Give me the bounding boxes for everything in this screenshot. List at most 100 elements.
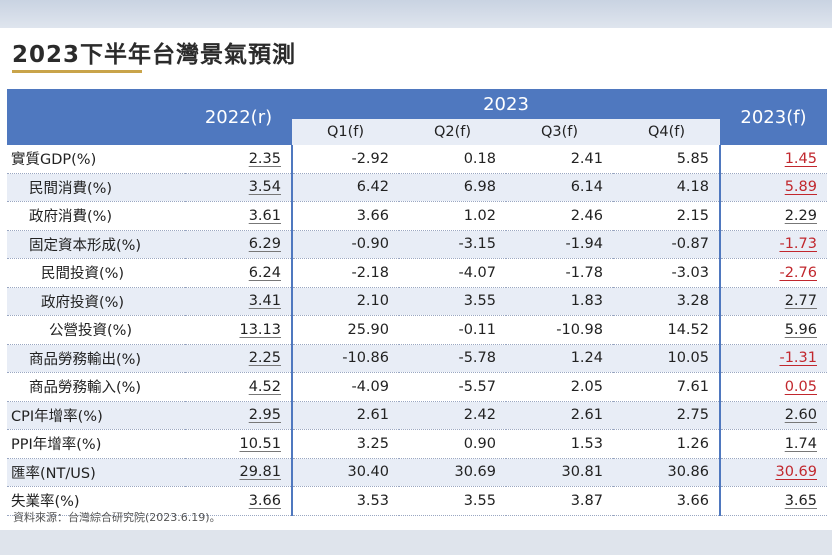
value-q2: -5.57 (399, 372, 506, 402)
value-q1-text: 3.25 (356, 435, 389, 452)
table-row: 匯率(NT/US) 29.81 30.40 30.69 30.81 30.86 30.69 (7, 458, 827, 487)
value-q4-text: 14.52 (667, 321, 709, 338)
value-2022-text: 4.52 (248, 378, 281, 395)
value-q1-text: 3.66 (356, 207, 389, 224)
value-q1: 3.25 (292, 429, 399, 459)
value-2022-text: 3.61 (248, 207, 281, 224)
header-2023: 2023 (292, 89, 720, 119)
value-2023-forecast: 5.96 (719, 315, 827, 345)
value-2023-forecast: 0.05 (719, 372, 827, 402)
value-q1-text: 30.40 (347, 464, 389, 481)
value-q2: -4.07 (399, 258, 506, 288)
value-q1-text: -2.92 (351, 150, 389, 167)
row-label: 政府投資(%) (7, 287, 185, 316)
value-q2: 1.02 (399, 201, 506, 231)
value-q3-text: -1.78 (565, 264, 603, 281)
value-q3-text: -10.98 (556, 321, 603, 338)
value-2022-text: 3.54 (248, 179, 281, 196)
value-q4-text: 1.26 (676, 435, 709, 452)
value-2022-text: 29.81 (239, 464, 281, 481)
table-row: 實質GDP(%) 2.35 -2.92 0.18 2.41 5.85 1.45 (7, 145, 827, 174)
value-2022-text: 2.35 (248, 150, 281, 167)
value-q3-text: 2.46 (570, 207, 603, 224)
value-q4: 30.86 (613, 458, 720, 487)
value-2023-forecast: 3.65 (719, 486, 827, 516)
table-row: CPI年增率(%) 2.95 2.61 2.42 2.61 2.75 2.60 (7, 401, 827, 430)
row-label-text: 商品勞務輸入(%) (29, 380, 142, 397)
value-2023-forecast-text: 30.69 (775, 464, 817, 481)
value-2023-forecast-text: 1.74 (784, 435, 817, 452)
row-label: CPI年增率(%) (7, 401, 185, 430)
value-q4: 3.28 (613, 287, 720, 316)
row-label: 失業率(%) (7, 486, 185, 516)
row-label-text: 民間投資(%) (41, 266, 125, 283)
value-q1-text: -2.18 (351, 264, 389, 281)
table-row: 政府消費(%) 3.61 3.66 1.02 2.46 2.15 2.29 (7, 201, 827, 231)
table-row: 公營投資(%) 13.13 25.90 -0.11 -10.98 14.52 5.96 (7, 315, 827, 345)
value-q2: -5.78 (399, 344, 506, 373)
title-underline (12, 70, 142, 73)
table-row: 固定資本形成(%) 6.29 -0.90 -3.15 -1.94 -0.87 -1.73 (7, 230, 827, 259)
value-q4: -3.03 (613, 258, 720, 288)
value-2022-text: 3.66 (248, 492, 281, 509)
value-q3: -1.78 (506, 258, 613, 288)
value-q3: 6.14 (506, 173, 613, 202)
table-row: 商品勞務輸入(%) 4.52 -4.09 -5.57 2.05 7.61 0.05 (7, 372, 827, 402)
value-2023-forecast: 2.29 (719, 201, 827, 231)
value-2023-forecast: 5.89 (719, 173, 827, 202)
header-q3: Q3(f) (506, 119, 613, 145)
row-label-text: 固定資本形成(%) (29, 237, 142, 254)
value-q4-text: 4.18 (676, 179, 709, 196)
table-row: 商品勞務輸出(%) 2.25 -10.86 -5.78 1.24 10.05 -1.31 (7, 344, 827, 373)
value-q2-text: 3.55 (463, 293, 496, 310)
value-2023-forecast: -1.73 (719, 230, 827, 259)
value-q3: -10.98 (506, 315, 613, 345)
value-q3-text: -1.94 (565, 236, 603, 253)
value-q2: 2.42 (399, 401, 506, 430)
row-label: 商品勞務輸入(%) (7, 372, 185, 402)
value-q4: 14.52 (613, 315, 720, 345)
value-q3-text: 1.83 (570, 293, 603, 310)
value-q1: -10.86 (292, 344, 399, 373)
value-2023-forecast-text: 5.89 (784, 179, 817, 196)
value-q3: 1.83 (506, 287, 613, 316)
value-2022: 3.54 (185, 173, 293, 202)
value-q2-text: 2.42 (463, 407, 496, 424)
row-label-text: 民間消費(%) (29, 180, 113, 197)
value-q4-text: 3.66 (676, 492, 709, 509)
value-2022: 3.66 (185, 486, 293, 516)
value-q2-text: -5.78 (458, 350, 496, 367)
row-label-text: CPI年增率(%) (11, 408, 103, 425)
value-q1: 2.61 (292, 401, 399, 430)
table-row: PPI年增率(%) 10.51 3.25 0.90 1.53 1.26 1.74 (7, 429, 827, 459)
value-2023-forecast: 30.69 (719, 458, 827, 487)
value-q1: 3.66 (292, 201, 399, 231)
value-q2-text: 30.69 (454, 464, 496, 481)
bottom-banner (0, 530, 832, 555)
value-q4: 2.15 (613, 201, 720, 231)
value-q1: 30.40 (292, 458, 399, 487)
value-q2: -0.11 (399, 315, 506, 345)
value-q3: 3.87 (506, 486, 613, 516)
value-q4: 5.85 (613, 145, 720, 174)
row-label-text: 公營投資(%) (49, 323, 133, 340)
value-2022-text: 3.41 (248, 293, 281, 310)
value-q3: 2.61 (506, 401, 613, 430)
value-q3-text: 1.53 (570, 435, 603, 452)
value-2022: 2.25 (185, 344, 293, 373)
value-q1-text: -4.09 (351, 378, 389, 395)
header-q2: Q2(f) (399, 119, 506, 145)
value-q3: 2.41 (506, 145, 613, 174)
value-q4-text: 3.28 (676, 293, 709, 310)
header-q1: Q1(f) (292, 119, 399, 145)
value-2022: 6.29 (185, 230, 293, 259)
value-q3-text: 30.81 (561, 464, 603, 481)
table-row: 失業率(%) 3.66 3.53 3.55 3.87 3.66 3.65 (7, 486, 827, 516)
value-2023-forecast: -2.76 (719, 258, 827, 288)
row-label-text: 匯率(NT/US) (11, 465, 96, 482)
value-q4-text: -3.03 (671, 264, 709, 281)
value-q4-text: 2.75 (676, 407, 709, 424)
value-q1-text: 3.53 (356, 492, 389, 509)
value-q3: 2.05 (506, 372, 613, 402)
value-2023-forecast-text: -1.73 (779, 236, 817, 253)
